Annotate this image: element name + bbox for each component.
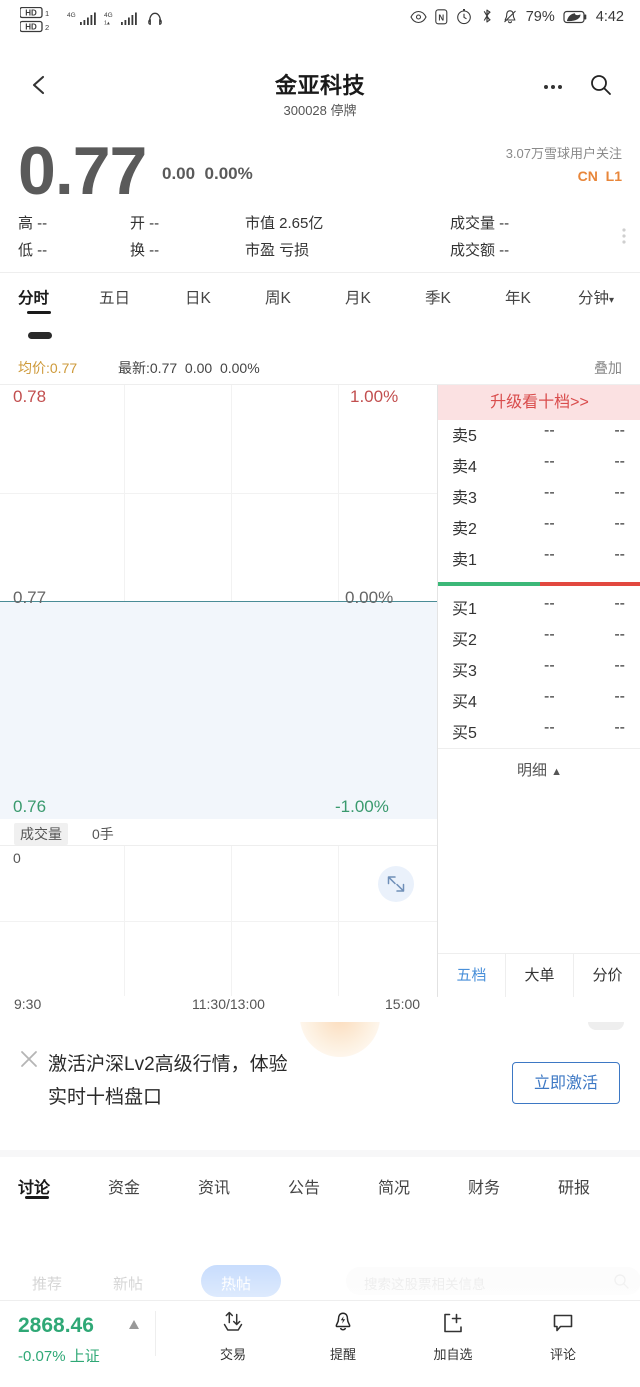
svg-text:4G: 4G [67,12,76,19]
svg-text:2: 2 [45,23,49,32]
svg-text:N: N [438,13,444,22]
svg-text:HD: HD [25,8,37,17]
svg-text:HD: HD [25,22,37,31]
svg-text:4G: 4G [104,12,113,19]
svg-text:1: 1 [45,9,49,18]
svg-text:1▴: 1▴ [104,21,110,27]
